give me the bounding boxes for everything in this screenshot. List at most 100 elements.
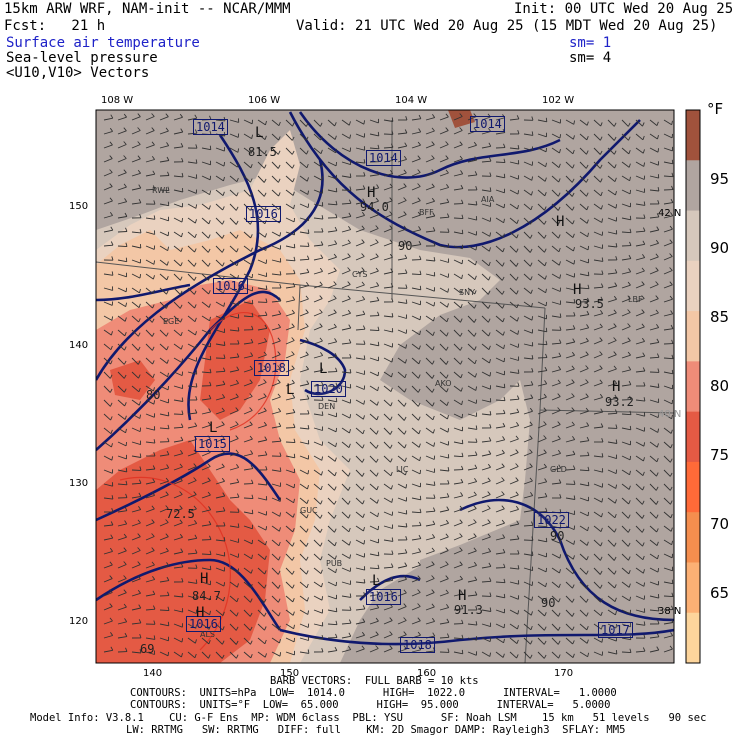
wind-barb bbox=[159, 130, 169, 135]
wind-barb-flag bbox=[320, 352, 324, 356]
wind-barb-flag bbox=[292, 408, 296, 413]
wind-barb bbox=[607, 161, 615, 169]
wind-barb bbox=[663, 525, 672, 532]
wind-barb bbox=[257, 424, 267, 429]
wind-barb bbox=[355, 299, 365, 303]
wind-barb bbox=[173, 287, 181, 295]
wind-barb bbox=[565, 623, 573, 631]
wind-barb-flag bbox=[585, 407, 589, 412]
wind-barb bbox=[621, 340, 631, 345]
wind-barb bbox=[439, 158, 449, 163]
wind-barb-flag bbox=[601, 218, 604, 223]
wind-barb bbox=[103, 524, 113, 527]
wind-barb-flag bbox=[489, 372, 492, 377]
wind-barb bbox=[159, 427, 170, 430]
wind-barb bbox=[229, 133, 239, 138]
wind-barb-flag bbox=[656, 633, 660, 637]
wind-barb bbox=[285, 340, 295, 345]
wind-barb bbox=[593, 411, 603, 415]
low-pressure-marker: L bbox=[286, 382, 295, 398]
wind-barb bbox=[341, 635, 351, 639]
wind-barb-flag bbox=[264, 436, 268, 441]
wind-barb bbox=[285, 469, 295, 474]
wind-barb bbox=[187, 385, 197, 388]
wind-barb bbox=[551, 273, 561, 279]
wind-barb-flag bbox=[545, 327, 548, 332]
wind-barb bbox=[159, 580, 169, 583]
wind-barb-flag bbox=[292, 282, 296, 287]
wind-barb-flag bbox=[516, 639, 519, 644]
wind-barb bbox=[537, 119, 547, 123]
wind-barb-flag bbox=[293, 204, 295, 209]
wind-barb-flag bbox=[180, 262, 183, 267]
wind-barb-flag bbox=[614, 269, 618, 274]
wind-barb-flag bbox=[557, 435, 561, 440]
colorbar-band bbox=[686, 512, 700, 563]
wind-barb bbox=[313, 413, 323, 416]
wind-barb-flag bbox=[390, 563, 394, 568]
wind-barb-flag bbox=[459, 533, 463, 537]
wind-barb bbox=[327, 609, 337, 613]
wind-barb-flag bbox=[166, 142, 170, 146]
wind-barb bbox=[159, 371, 168, 378]
wind-barb bbox=[425, 230, 435, 233]
wind-barb bbox=[117, 636, 127, 639]
wind-barb bbox=[201, 315, 210, 322]
wind-barb-flag bbox=[221, 654, 225, 659]
wind-barb-flag bbox=[501, 491, 505, 495]
wind-barb-flag bbox=[459, 141, 463, 145]
wind-barb bbox=[201, 203, 210, 210]
wind-barb bbox=[523, 480, 533, 485]
wind-barb-flag bbox=[473, 505, 477, 509]
wind-barb bbox=[215, 637, 223, 645]
wind-barb bbox=[565, 453, 575, 457]
wind-barb-flag bbox=[235, 626, 239, 631]
wind-barb-flag bbox=[124, 415, 127, 420]
wind-barb bbox=[299, 567, 307, 575]
wind-barb bbox=[481, 329, 489, 337]
wind-barb-flag bbox=[503, 409, 506, 414]
wind-barb-flag bbox=[460, 360, 463, 365]
station-label: AIA bbox=[481, 195, 495, 204]
wind-barb bbox=[159, 480, 169, 485]
wind-barb bbox=[257, 354, 267, 359]
wind-barb bbox=[299, 455, 309, 460]
wind-barb bbox=[285, 286, 295, 289]
wind-barb bbox=[397, 132, 407, 135]
wind-barb bbox=[271, 440, 282, 443]
wind-barb-flag bbox=[181, 593, 184, 598]
wind-barb bbox=[327, 413, 337, 418]
wind-barb bbox=[635, 427, 645, 432]
wind-barb-flag bbox=[333, 514, 337, 519]
wind-barb-flag bbox=[222, 206, 225, 211]
wind-barb bbox=[257, 410, 267, 415]
wind-barb bbox=[551, 133, 561, 139]
wind-barb bbox=[243, 119, 253, 125]
wind-barb-flag bbox=[403, 197, 407, 201]
wind-barb bbox=[425, 158, 435, 163]
wind-barb bbox=[481, 609, 491, 612]
wind-barb bbox=[467, 315, 475, 323]
wind-barb bbox=[187, 117, 197, 121]
wind-barb-flag bbox=[109, 155, 113, 159]
wind-barb bbox=[593, 609, 602, 617]
wind-barb bbox=[607, 497, 616, 504]
wind-barb bbox=[243, 301, 253, 305]
wind-barb-flag bbox=[250, 464, 254, 469]
wind-barb bbox=[663, 441, 672, 449]
wind-barb-flag bbox=[125, 302, 128, 307]
wind-barb-flag bbox=[643, 634, 646, 639]
wind-barb bbox=[397, 301, 407, 304]
wind-barb-flag bbox=[124, 632, 128, 637]
wind-barb-flag bbox=[237, 288, 240, 293]
wind-barb bbox=[271, 411, 281, 415]
wind-barb bbox=[397, 648, 407, 653]
wind-barb-flag bbox=[601, 257, 604, 262]
wind-barb bbox=[649, 469, 657, 477]
wind-barb bbox=[621, 581, 630, 588]
wind-barb-flag bbox=[307, 229, 310, 234]
wind-barb bbox=[103, 497, 113, 500]
wind-barb-flag bbox=[180, 450, 184, 454]
wind-barb bbox=[593, 623, 602, 630]
wind-barb-flag bbox=[138, 479, 142, 484]
